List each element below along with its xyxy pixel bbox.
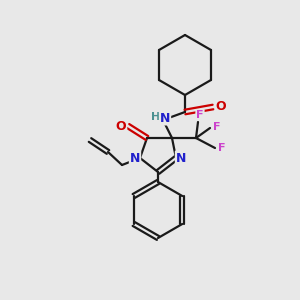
Text: O: O: [216, 100, 226, 113]
Text: N: N: [130, 152, 140, 164]
Text: N: N: [176, 152, 186, 164]
Text: F: F: [218, 143, 226, 153]
Text: O: O: [116, 119, 126, 133]
Text: F: F: [213, 122, 221, 132]
Text: H: H: [152, 112, 160, 122]
Text: F: F: [196, 110, 204, 120]
Text: N: N: [160, 112, 170, 124]
